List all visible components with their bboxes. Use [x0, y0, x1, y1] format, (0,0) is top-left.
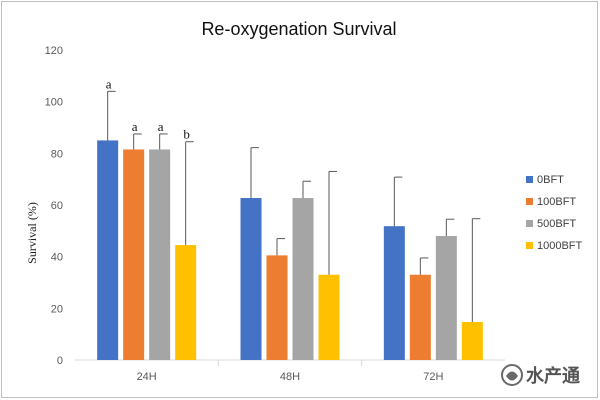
y-tick-label: 0 [57, 355, 63, 367]
y-tick-label: 20 [51, 303, 63, 315]
legend-swatch [526, 176, 533, 183]
plot-area: 0 20 40 60 80 100 120 24H 48H 72H a a a b [45, 45, 505, 383]
legend-swatch [526, 220, 533, 227]
bar [383, 226, 405, 360]
bar [175, 245, 197, 360]
legend-label: 100BFT [537, 196, 576, 208]
chart-title: Re-oxygenation Survival [201, 19, 396, 39]
y-axis-label: Survival (%) [25, 202, 39, 264]
bar [97, 140, 119, 360]
svg-text:水产通: 水产通 [526, 365, 580, 387]
legend-label: 500BFT [537, 218, 576, 230]
bar [461, 322, 483, 360]
significance-label: b [183, 127, 190, 142]
y-tick-label: 40 [51, 252, 63, 264]
legend-swatch [526, 198, 533, 205]
legend-swatch [526, 242, 533, 249]
bar [266, 255, 288, 360]
x-tick-label: 72H [423, 371, 443, 383]
y-tick-label: 120 [45, 45, 63, 57]
bar [123, 149, 145, 360]
x-tick-label: 24H [137, 371, 157, 383]
watermark-logo: 水产通 [501, 364, 580, 387]
bar [409, 274, 431, 360]
y-tick-label: 100 [45, 97, 63, 109]
bar [240, 198, 262, 360]
significance-label: a [132, 119, 138, 134]
bar [149, 149, 171, 360]
legend: 0BFT 100BFT 500BFT 1000BFT [526, 174, 583, 252]
legend-label: 1000BFT [537, 240, 583, 252]
significance-label: a [106, 76, 112, 91]
bar [318, 274, 340, 360]
y-tick-label: 60 [51, 200, 63, 212]
bar [292, 198, 314, 360]
y-tick-label: 80 [51, 148, 63, 160]
x-tick-label: 48H [280, 371, 300, 383]
significance-label: a [158, 119, 164, 134]
legend-label: 0BFT [537, 174, 564, 186]
bar [435, 236, 457, 360]
